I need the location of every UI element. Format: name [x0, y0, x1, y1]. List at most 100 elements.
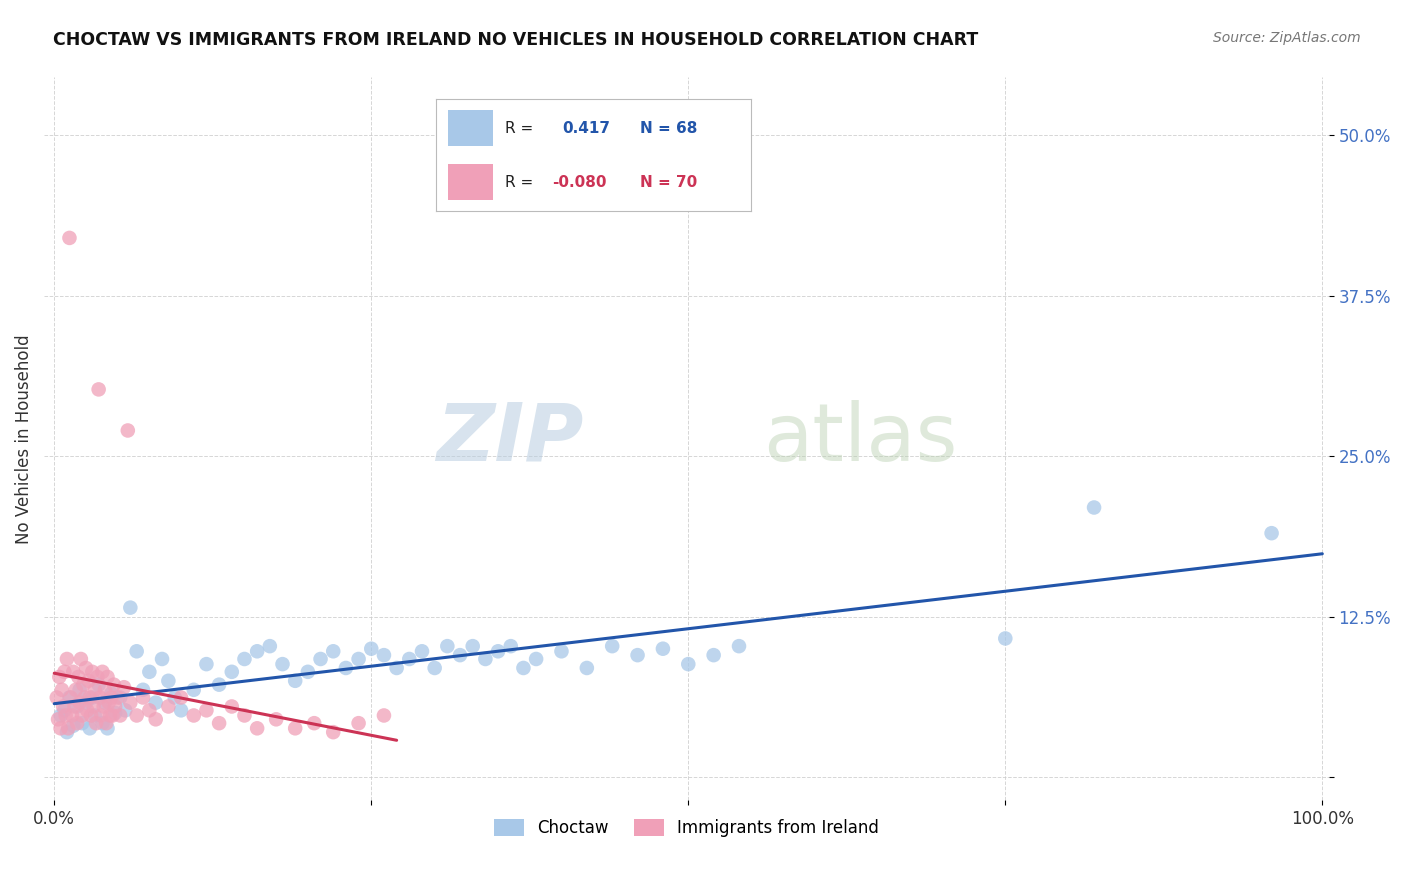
- Point: [93, 699, 115, 714]
- Point: [70, 708, 93, 723]
- Text: Source: ZipAtlas.com: Source: ZipAtlas.com: [1213, 31, 1361, 45]
- Point: [56, 652, 79, 666]
- Point: [499, 639, 522, 653]
- Point: [208, 716, 231, 731]
- Point: [83, 699, 105, 714]
- Point: [114, 703, 136, 717]
- Point: [66, 716, 89, 731]
- Point: [170, 703, 193, 717]
- Point: [90, 708, 112, 723]
- Point: [101, 708, 124, 723]
- Point: [79, 690, 101, 705]
- Point: [233, 708, 256, 723]
- Point: [82, 665, 104, 679]
- Point: [67, 670, 90, 684]
- Point: [100, 687, 122, 701]
- Point: [84, 716, 107, 731]
- Point: [108, 690, 131, 705]
- Point: [678, 657, 700, 672]
- Point: [58, 231, 80, 245]
- Point: [76, 703, 98, 717]
- Point: [183, 708, 205, 723]
- Point: [48, 670, 70, 684]
- Point: [63, 699, 86, 714]
- Point: [52, 699, 75, 714]
- Point: [69, 682, 91, 697]
- Point: [1260, 526, 1282, 541]
- Point: [104, 699, 127, 714]
- Point: [100, 690, 122, 705]
- Point: [70, 652, 93, 666]
- Point: [264, 712, 287, 726]
- Point: [322, 644, 344, 658]
- Point: [55, 708, 77, 723]
- Point: [284, 673, 307, 688]
- Point: [87, 383, 110, 397]
- Point: [474, 652, 496, 666]
- Point: [46, 712, 69, 726]
- Point: [117, 424, 139, 438]
- Point: [72, 678, 94, 692]
- Point: [107, 690, 129, 705]
- Point: [45, 690, 67, 705]
- Point: [360, 641, 382, 656]
- Point: [97, 696, 120, 710]
- Point: [83, 682, 105, 697]
- Point: [77, 673, 100, 688]
- Point: [335, 661, 357, 675]
- Point: [82, 690, 104, 705]
- Point: [60, 708, 83, 723]
- Point: [259, 639, 281, 653]
- Point: [49, 708, 72, 723]
- Point: [309, 652, 332, 666]
- Point: [89, 690, 111, 705]
- Point: [120, 600, 142, 615]
- Point: [221, 699, 243, 714]
- Point: [103, 678, 125, 692]
- Point: [145, 712, 167, 726]
- Point: [157, 699, 180, 714]
- Point: [66, 699, 89, 714]
- Point: [70, 716, 93, 731]
- Point: [120, 696, 142, 710]
- Point: [150, 652, 173, 666]
- Point: [87, 678, 110, 692]
- Point: [59, 690, 82, 705]
- Point: [449, 648, 471, 662]
- Point: [73, 690, 96, 705]
- Point: [49, 721, 72, 735]
- Point: [322, 725, 344, 739]
- Text: ZIP: ZIP: [436, 400, 583, 478]
- Point: [524, 652, 547, 666]
- Point: [132, 690, 155, 705]
- Point: [183, 682, 205, 697]
- Point: [79, 721, 101, 735]
- Point: [246, 721, 269, 735]
- Point: [58, 690, 80, 705]
- Point: [53, 703, 76, 717]
- Point: [157, 673, 180, 688]
- Point: [58, 721, 80, 735]
- Point: [132, 682, 155, 697]
- Point: [62, 665, 84, 679]
- Text: atlas: atlas: [763, 400, 957, 478]
- Point: [83, 708, 105, 723]
- Point: [51, 682, 73, 697]
- Point: [486, 644, 509, 658]
- Point: [65, 682, 87, 697]
- Point: [347, 652, 370, 666]
- Point: [75, 696, 97, 710]
- Point: [284, 721, 307, 735]
- Point: [69, 696, 91, 710]
- Point: [125, 708, 148, 723]
- Point: [550, 644, 572, 658]
- Point: [436, 639, 458, 653]
- Point: [994, 632, 1017, 646]
- Point: [138, 665, 160, 679]
- Point: [423, 661, 446, 675]
- Point: [512, 661, 534, 675]
- Y-axis label: No Vehicles in Household: No Vehicles in Household: [15, 334, 32, 543]
- Point: [86, 670, 108, 684]
- Point: [56, 725, 79, 739]
- Point: [233, 652, 256, 666]
